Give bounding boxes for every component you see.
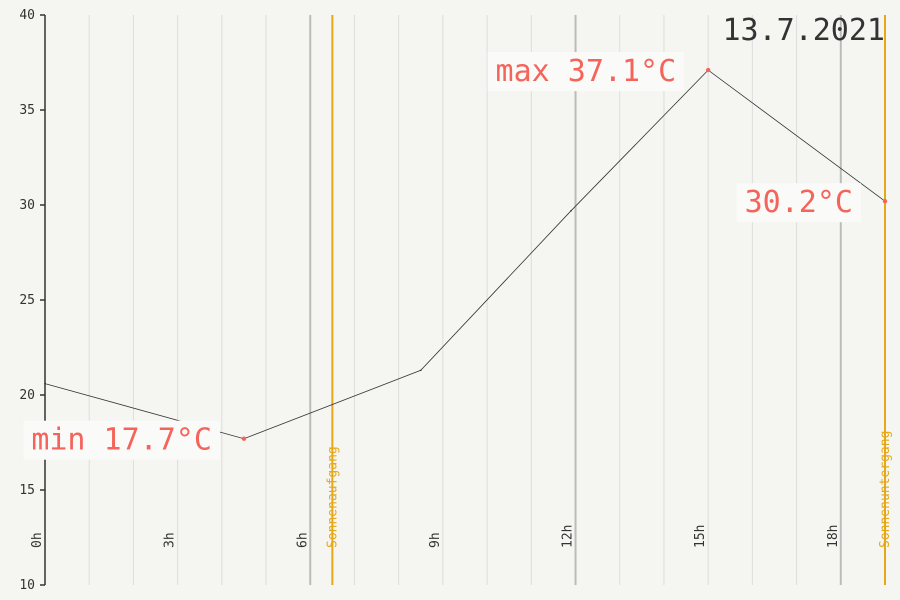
x-tick-label: 3h <box>163 532 178 548</box>
data-point <box>419 369 422 372</box>
data-point <box>570 209 572 212</box>
y-tick-label: 20 <box>19 388 35 403</box>
temperature-line <box>44 69 886 440</box>
y-tick-label: 40 <box>19 8 35 23</box>
y-tick-label: 30 <box>19 198 35 213</box>
annotation-marker <box>241 436 247 441</box>
y-tick-label: 10 <box>19 578 35 593</box>
x-tick-label: 9h <box>428 532 443 548</box>
annotation-label: min 17.7°C <box>31 423 212 458</box>
x-tick-label: 18h <box>826 525 841 548</box>
x-tick-label: 12h <box>561 525 576 548</box>
annotation-bg <box>736 183 861 223</box>
series <box>44 67 888 441</box>
annotation-label: max 37.1°C <box>496 54 677 89</box>
sunrise-label: Sonnenaufgang <box>325 446 340 548</box>
annotation-label: 30.2°C <box>745 185 853 220</box>
x-tick-label: 0h <box>30 532 45 548</box>
y-tick-label: 15 <box>19 483 35 498</box>
sunset-label: Sonnenuntergang <box>878 431 893 548</box>
y-axis: 10 15 20 25 30 35 40 <box>19 8 46 593</box>
y-tick-label: 35 <box>19 103 35 118</box>
annotation-marker <box>705 67 711 73</box>
data-point <box>44 382 46 385</box>
annotation-bg <box>487 52 685 92</box>
annotation-marker <box>882 199 888 204</box>
grid <box>44 15 886 585</box>
x-tick-label: 6h <box>295 532 310 548</box>
y-tick-label: 25 <box>19 293 35 308</box>
chart-title: 13.7.2021 <box>722 13 885 48</box>
labels: Sonnenaufgang Sonnenuntergang 0h 3h 6h 9h 12h 1… <box>23 52 893 548</box>
annotation-bg <box>23 420 220 460</box>
sun-lines <box>331 15 886 585</box>
x-tick-label: 15h <box>693 525 708 548</box>
